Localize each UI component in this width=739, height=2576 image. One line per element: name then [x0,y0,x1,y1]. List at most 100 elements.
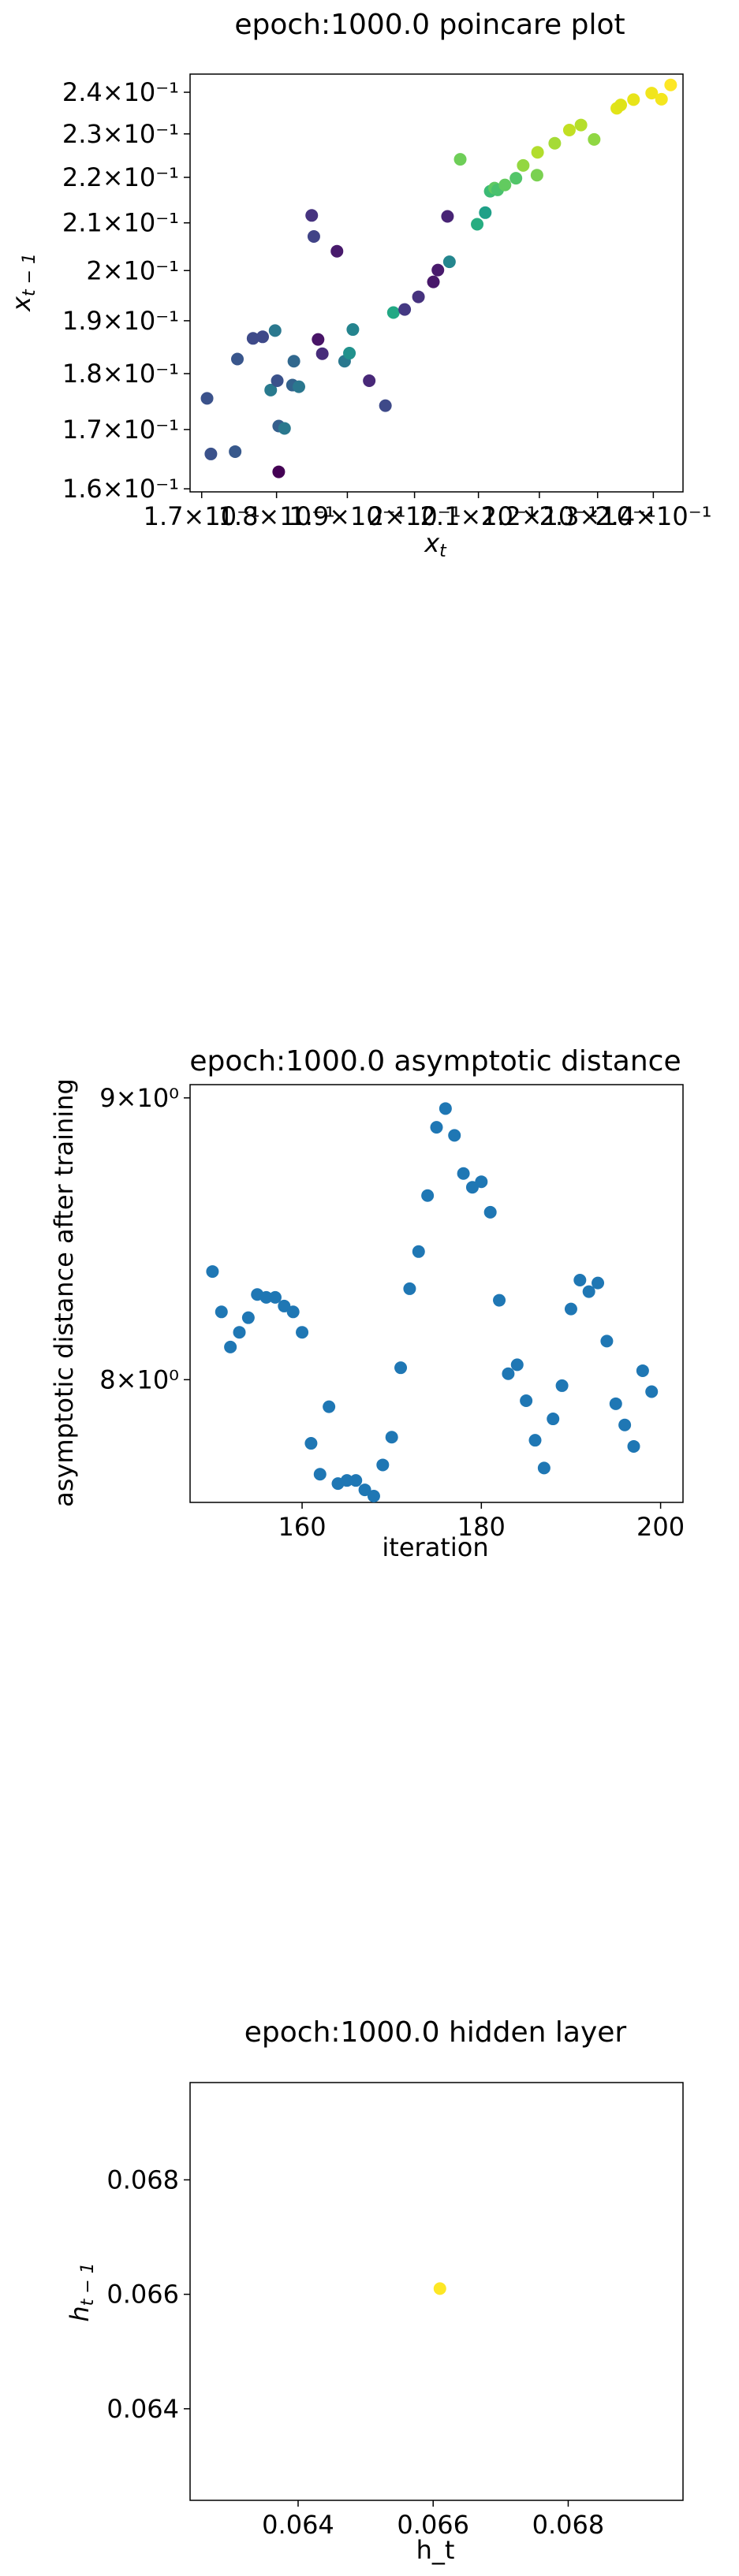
poincare-plot-point [398,303,412,316]
poincare-plot-point [530,169,543,182]
poincare-plot-point [441,210,454,223]
asymptotic-distance-point [502,1367,515,1380]
poincare-plot-x-tick-label: 2.2×10⁻¹ [481,501,598,531]
asymptotic-distance-point [573,1273,587,1286]
poincare-plot-point [312,333,325,346]
poincare-plot-y-tick-label: 2.1×10⁻¹ [62,208,179,238]
hidden-layer-title: epoch:1000.0 hidden layer [244,2016,627,2049]
poincare-plot-point [305,209,319,222]
asymptotic-distance-point [340,1474,353,1487]
asymptotic-distance-point [600,1335,614,1348]
poincare-plot-x-tick-label: 1.8×10⁻¹ [218,501,335,531]
asymptotic-distance-point [241,1311,255,1324]
hidden-layer-chart: epoch:1000.0 hidden layer 0.064 0.066 0.06… [65,2016,684,2565]
poincare-plot-point [498,178,512,192]
asymptotic-distance-point [510,1358,524,1372]
asymptotic-distance-point [457,1167,470,1180]
poincare-plot-points [200,78,677,478]
poincare-plot-point [517,158,530,172]
asymptotic-distance-x-tick-label: 160 [278,1512,327,1542]
poincare-plot-point [427,275,440,288]
asymptotic-distance-point [448,1129,461,1142]
hidden-layer-x-tick-label: 0.066 [397,2510,469,2540]
poincare-plot-point [229,445,242,458]
poincare-plot-point [614,99,628,112]
hidden-layer-x-ticks: 0.064 0.066 0.068 [262,2500,604,2540]
asymptotic-distance-point [278,1299,291,1312]
poincare-plot-point [645,87,659,100]
asymptotic-distance-x-tick-label: 200 [636,1512,685,1542]
poincare-plot-y-tick-label: 2.2×10⁻¹ [62,162,179,192]
asymptotic-distance-point [323,1400,336,1413]
poincare-plot-point [548,136,562,150]
asymptotic-distance-point [358,1483,371,1497]
asymptotic-distance-point [286,1305,300,1319]
poincare-plot-point [268,324,282,337]
poincare-plot-x-ticks: 1.7×10⁻¹1.8×10⁻¹1.9×10⁻¹2×10⁻¹2.1×10⁻¹2.… [144,492,711,531]
poincare-plot-point [509,172,523,185]
poincare-plot-point [363,374,376,387]
asymptotic-distance-point [215,1305,228,1319]
hidden-layer-x-tick-label: 0.064 [262,2510,334,2540]
asymptotic-distance-x-ticks: 160 180 200 [278,1502,685,1542]
asymptotic-distance-point [537,1461,551,1475]
hidden-layer-y-tick-label: 0.068 [106,2165,179,2194]
poincare-plot-y-tick-label: 1.9×10⁻¹ [62,306,179,336]
poincare-plot-x-tick-label: 2.3×10⁻¹ [539,501,656,531]
hidden-layer-point [433,2282,446,2295]
asymptotic-distance-frame [189,1084,684,1503]
hidden-layer-frame [189,2082,684,2501]
poincare-plot-y-tick-label: 2.3×10⁻¹ [62,119,179,149]
asymptotic-distance-point [483,1205,497,1219]
poincare-plot-y-tick-label: 2.4×10⁻¹ [62,77,179,107]
poincare-plot-point [246,332,259,345]
hidden-layer-y-axis-label: ht − 1 [65,2262,98,2321]
poincare-plot-point [346,323,360,337]
poincare-plot-x-axis-label: xt [424,528,447,561]
asymptotic-distance-point [268,1290,282,1304]
poincare-plot-x-tick-label: 2.4×10⁻¹ [595,501,711,531]
poincare-plot-point [531,146,544,159]
asymptotic-distance-point [430,1121,443,1134]
poincare-plot-point [256,330,270,344]
asymptotic-distance-point [475,1175,488,1189]
asymptotic-distance-y-axis-label: asymptotic distance after training [49,1078,79,1507]
asymptotic-distance-point [224,1340,237,1353]
poincare-plot-point [386,306,400,319]
poincare-plot-y-axis-label: xt − 1 [6,253,39,312]
asymptotic-distance-point [367,1490,380,1503]
poincare-plot-point [272,465,286,478]
asymptotic-distance-point [296,1326,309,1339]
poincare-plot-point [479,206,492,219]
asymptotic-distance-point [618,1418,632,1431]
poincare-plot-y-tick-label: 1.8×10⁻¹ [62,359,179,389]
asymptotic-distance-x-axis-label: iteration [382,1532,488,1562]
poincare-plot-point [278,422,291,435]
asymptotic-distance-points [206,1102,659,1503]
poincare-plot-point [315,347,329,360]
poincare-plot-point [307,229,320,243]
asymptotic-distance-x-tick-label: 180 [457,1512,506,1542]
asymptotic-distance-title: epoch:1000.0 asymptotic distance [189,1045,681,1078]
asymptotic-distance-point [403,1282,416,1295]
poincare-plot-point [204,447,218,460]
asymptotic-distance-chart: epoch:1000.0 asymptotic distance 160 180 2… [49,1045,685,1562]
poincare-plot-point [292,380,305,393]
poincare-plot-point [330,244,344,258]
poincare-plot-point [231,352,244,366]
poincare-plot-y-tick-label: 2×10⁻¹ [86,255,179,285]
asymptotic-distance-y-tick-label: 9×10⁰ [99,1083,179,1113]
asymptotic-distance-point [412,1245,425,1258]
poincare-plot-point [431,263,445,277]
hidden-layer-x-axis-label: h_t [416,2535,455,2565]
asymptotic-distance-point [421,1189,435,1202]
poincare-plot-x-tick-label: 1.7×10⁻¹ [144,501,260,531]
poincare-plot-point [343,347,356,360]
poincare-plot-point [271,374,284,387]
poincare-plot-y-ticks: 1.6×10⁻¹ 1.7×10⁻¹ 1.8×10⁻¹ 1.9×10⁻¹ 2×10⁻¹ 2.… [62,77,190,504]
poincare-plot-point [471,218,484,231]
hidden-layer-points [433,2282,446,2295]
hidden-layer-y-tick-label: 0.066 [106,2280,179,2310]
asymptotic-distance-point [520,1394,533,1407]
poincare-plot-point [627,93,640,106]
